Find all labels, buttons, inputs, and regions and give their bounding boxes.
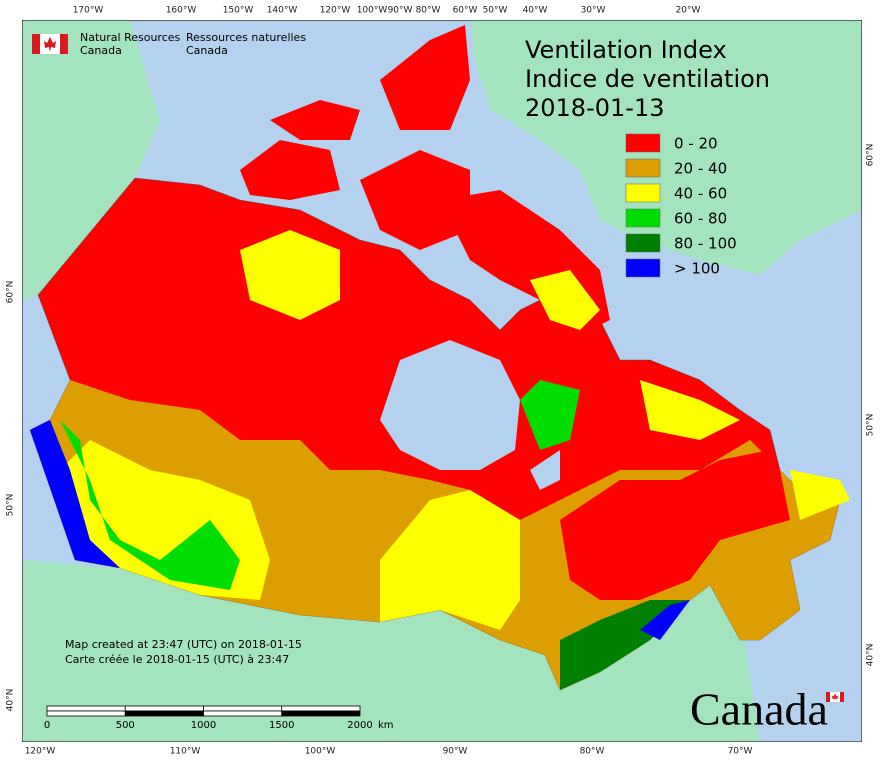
legend-label: 20 - 40 xyxy=(674,160,727,178)
agency-en-2: Canada xyxy=(80,44,122,57)
scale-label: 1500 xyxy=(269,720,294,731)
lon-label: 60°W xyxy=(453,6,478,16)
title-fr: Indice de ventilation xyxy=(525,65,770,93)
graticule-labels: 170°W 160°W 150°W 140°W 120°W 100°W 90°W 80°W 60… xyxy=(6,6,876,757)
zone-ontario xyxy=(380,490,520,630)
title-date: 2018-01-13 xyxy=(525,94,664,122)
scale-label: 2000 xyxy=(347,720,372,731)
lon-label: 160°W xyxy=(166,6,197,16)
zone-nfld xyxy=(790,470,850,520)
credit-en: Map created at 23:47 (UTC) on 2018-01-15 xyxy=(65,638,302,651)
legend-label: 40 - 60 xyxy=(674,185,727,203)
legend: 0 - 20 20 - 40 40 - 60 60 - 80 80 - 100 > 100 xyxy=(625,133,737,278)
legend-swatch xyxy=(625,158,661,178)
lon-label: 110°W xyxy=(170,747,201,757)
lat-label: 50°N xyxy=(866,414,876,437)
scale-segment xyxy=(203,710,283,717)
agency-fr-1: Ressources naturelles xyxy=(186,31,306,44)
greenland xyxy=(470,20,862,275)
zone-labrador xyxy=(520,380,580,450)
wordmark-flag xyxy=(826,692,844,702)
island xyxy=(360,150,470,250)
scale-segment xyxy=(281,705,361,712)
lon-label: 80°W xyxy=(416,6,441,16)
lon-label: 170°W xyxy=(73,6,104,16)
scale-bar: 0 500 1000 1500 2000 km xyxy=(44,705,394,731)
scale-segment xyxy=(281,710,361,717)
legend-label: 80 - 100 xyxy=(674,235,737,253)
usa xyxy=(22,560,760,742)
lon-label: 120°W xyxy=(25,747,56,757)
lat-label: 40°N xyxy=(866,644,876,667)
scale-label: 0 xyxy=(44,720,50,731)
zone-north-yellow xyxy=(240,230,340,320)
james-bay xyxy=(530,450,560,490)
scale-segment xyxy=(46,705,126,712)
lat-label: 40°N xyxy=(6,689,16,712)
agency-fr-2: Canada xyxy=(186,44,228,57)
legend-label: 0 - 20 xyxy=(674,135,718,153)
scale-segment xyxy=(46,710,126,717)
legend-swatch xyxy=(625,258,661,278)
legend-label: > 100 xyxy=(674,260,720,278)
flag-bar xyxy=(60,34,68,54)
lon-label: 20°W xyxy=(676,6,701,16)
legend-swatch xyxy=(625,208,661,228)
lon-label: 150°W xyxy=(223,6,254,16)
map-body xyxy=(22,20,862,742)
credit-fr: Carte créée le 2018-01-15 (UTC) à 23:47 xyxy=(65,653,289,666)
island xyxy=(380,25,470,130)
zone-baffin-yellow xyxy=(530,270,600,330)
lon-label: 70°W xyxy=(728,747,753,757)
lon-label: 140°W xyxy=(267,6,298,16)
legend-label: 60 - 80 xyxy=(674,210,727,228)
zone-bc-blue xyxy=(30,420,120,568)
zone-quebec xyxy=(560,450,790,600)
zone-south-blue xyxy=(640,600,690,640)
flag-leaf xyxy=(44,37,56,52)
legend-swatch xyxy=(625,233,661,253)
lon-label: 40°W xyxy=(523,6,548,16)
island xyxy=(270,100,360,140)
zone-east-yellow xyxy=(640,380,740,440)
hudson-bay xyxy=(380,340,520,470)
legend-swatch xyxy=(625,133,661,153)
zone-bc-green xyxy=(60,420,240,590)
lat-label: 60°N xyxy=(6,281,16,304)
scale-segment xyxy=(124,710,204,717)
lat-label: 50°N xyxy=(6,494,16,517)
lon-label: 120°W xyxy=(320,6,351,16)
lon-label: 100°W xyxy=(357,6,388,16)
scale-label: 500 xyxy=(116,720,135,731)
lon-label: 90°W xyxy=(443,747,468,757)
lon-label: 90°W xyxy=(388,6,413,16)
flag-bar xyxy=(32,34,40,54)
lat-label: 60°N xyxy=(866,144,876,167)
scale-label: 1000 xyxy=(191,720,216,731)
wordmark: Canada xyxy=(690,684,828,735)
scale-segment xyxy=(203,705,283,712)
lon-label: 100°W xyxy=(305,747,336,757)
island xyxy=(240,140,340,200)
lon-label: 30°W xyxy=(581,6,606,16)
scale-unit: km xyxy=(378,720,394,731)
title-en: Ventilation Index xyxy=(525,36,727,64)
agency-en-1: Natural Resources xyxy=(80,31,181,44)
scale-segment xyxy=(124,705,204,712)
alaska xyxy=(22,20,160,300)
lon-label: 50°W xyxy=(483,6,508,16)
legend-swatch xyxy=(625,183,661,203)
lon-label: 80°W xyxy=(580,747,605,757)
